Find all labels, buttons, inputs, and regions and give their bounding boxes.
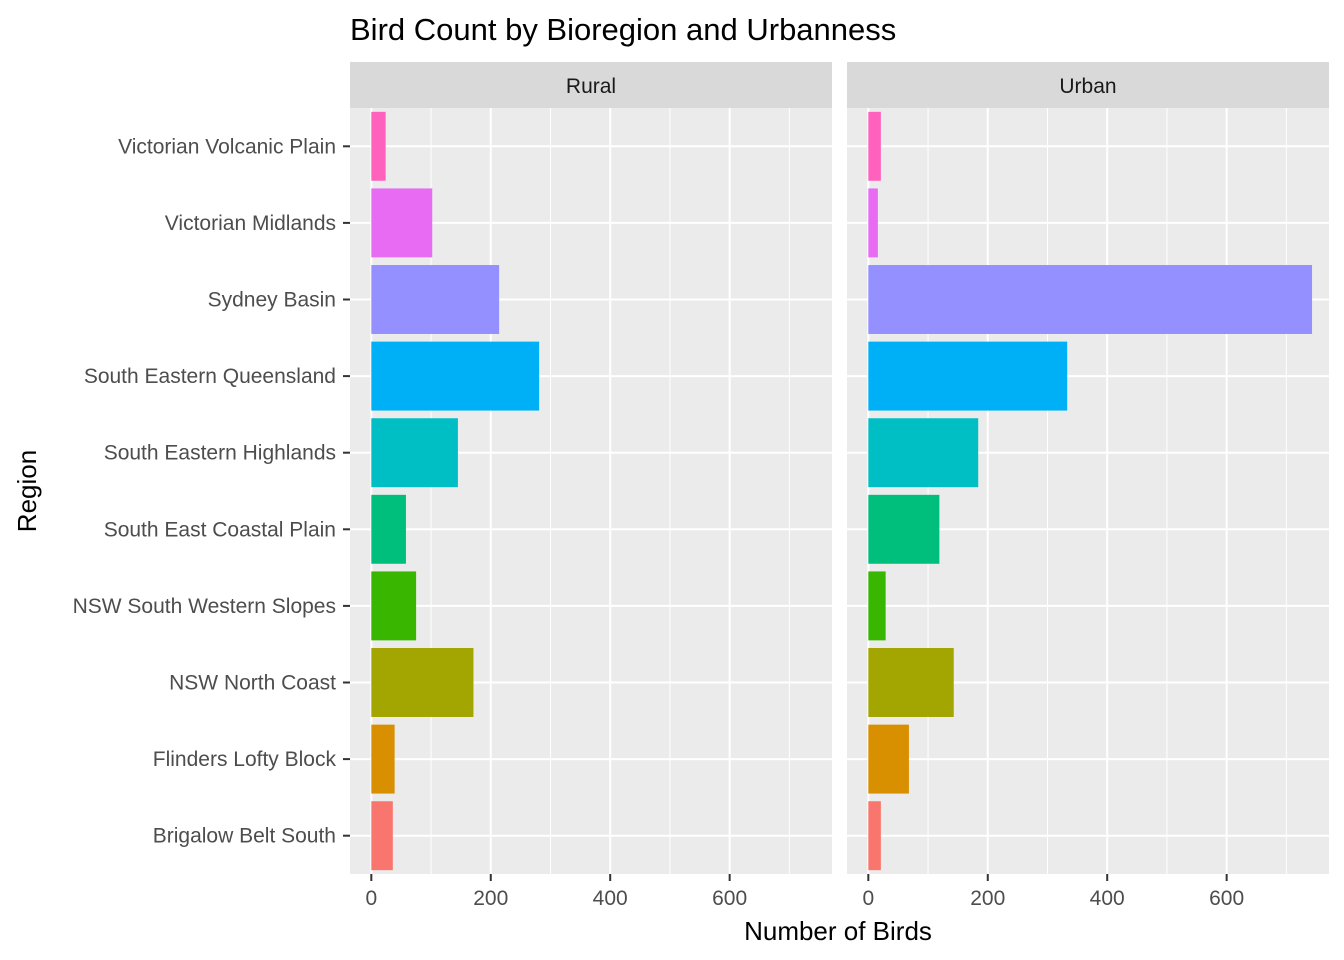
y-tick-label: Flinders Lofty Block xyxy=(153,748,337,771)
y-tick-label: Sydney Basin xyxy=(208,289,336,312)
x-tick-label: 400 xyxy=(593,887,628,910)
bar xyxy=(868,188,878,258)
y-tick-label: Victorian Midlands xyxy=(165,212,336,235)
y-tick-label: South Eastern Queensland xyxy=(84,365,336,388)
panel-background xyxy=(847,108,1329,874)
y-tick-label: NSW North Coast xyxy=(169,672,336,695)
x-tick-label: 600 xyxy=(1209,887,1244,910)
y-tick-label: Brigalow Belt South xyxy=(153,825,336,848)
y-tick-label: Victorian Volcanic Plain xyxy=(118,135,336,158)
chart-title: Bird Count by Bioregion and Urbanness xyxy=(350,12,896,47)
bar xyxy=(371,724,395,794)
bar xyxy=(868,111,881,181)
bar xyxy=(371,188,433,258)
facet-strip-rural xyxy=(350,62,832,108)
y-axis: Brigalow Belt South Flinders Lofty Block N… xyxy=(73,135,350,848)
bar xyxy=(371,648,474,717)
x-axis-title: Number of Birds xyxy=(744,916,932,946)
bar xyxy=(868,648,954,717)
facet-strip-label: Urban xyxy=(1059,75,1116,98)
x-tick-label: 0 xyxy=(365,887,377,910)
bar xyxy=(868,418,979,488)
bar xyxy=(371,265,500,334)
bar xyxy=(868,571,886,641)
panel-urban: Urban 0 200 400 600 xyxy=(847,62,1329,910)
bar xyxy=(868,341,1068,411)
x-tick-label: 0 xyxy=(862,887,874,910)
bar xyxy=(371,341,540,411)
bar xyxy=(868,494,940,564)
x-tick-label: 200 xyxy=(970,887,1005,910)
y-tick-label: NSW South Western Slopes xyxy=(73,595,336,618)
facet-panels: Rural 0 200 400 600 Urban 0 200 400 600 xyxy=(350,62,1329,910)
y-tick-label: South Eastern Highlands xyxy=(104,442,336,465)
y-axis-title: Region xyxy=(12,450,42,532)
bar xyxy=(868,801,881,871)
panel-rural: Rural 0 200 400 600 xyxy=(350,62,832,910)
facet-strip-label: Rural xyxy=(566,75,616,98)
y-tick-label: South East Coastal Plain xyxy=(104,518,336,541)
x-tick-label: 600 xyxy=(712,887,747,910)
bar xyxy=(868,724,909,794)
x-tick-label: 200 xyxy=(473,887,508,910)
x-tick-label: 400 xyxy=(1090,887,1125,910)
bar xyxy=(371,111,386,181)
bar xyxy=(371,494,406,564)
facet-strip-urban xyxy=(847,62,1329,108)
bar xyxy=(371,571,417,641)
bar xyxy=(371,801,393,871)
bar xyxy=(371,418,458,488)
bar xyxy=(868,265,1313,334)
